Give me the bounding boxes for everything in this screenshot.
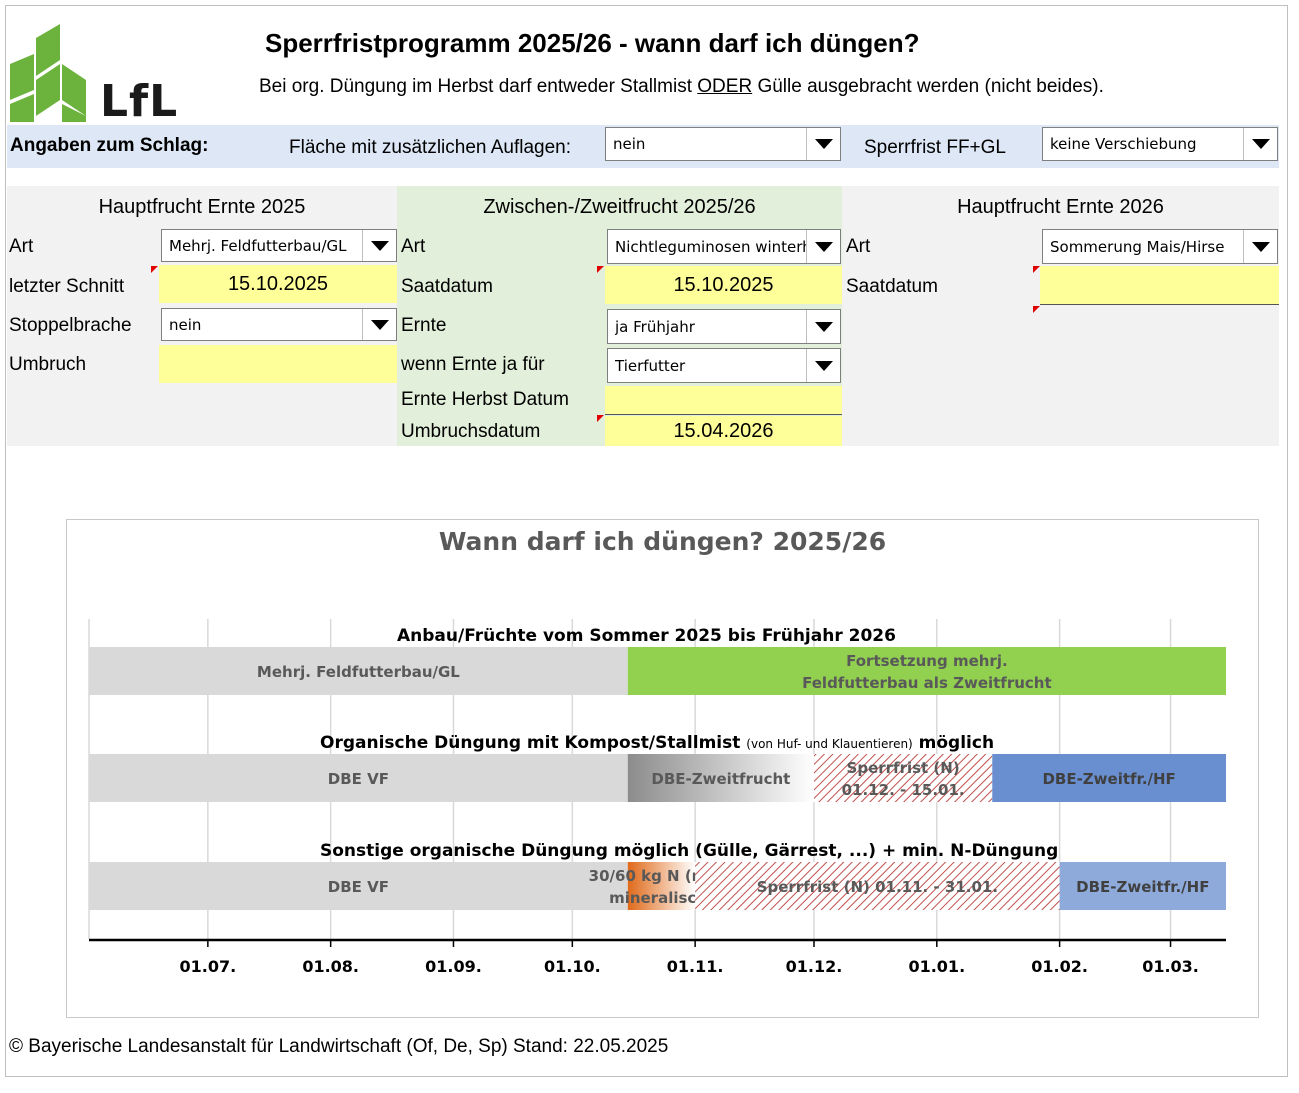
x-tick-label: 01.12. (786, 957, 843, 976)
chevron-down-icon[interactable] (806, 128, 840, 160)
angaben-label: Angaben zum Schlag: (10, 135, 209, 156)
art-zwischenfrucht-dropdown[interactable]: Nichtleguminosen winterh (607, 229, 841, 264)
timeline-segment (627, 647, 1226, 695)
comment-marker (597, 415, 604, 422)
segment-label: DBE-Zweitfr./HF (1076, 878, 1209, 896)
segment-label: DBE VF (328, 878, 389, 896)
sperrfrist-dropdown[interactable]: keine Verschiebung (1042, 127, 1278, 161)
wenn-ernte-label: wenn Ernte ja für (401, 354, 545, 375)
heading-hauptfrucht-2025: Hauptfrucht Ernte 2025 (98, 196, 306, 218)
heading-hauptfrucht-2026: Hauptfrucht Ernte 2026 (957, 196, 1164, 218)
art-hauptfrucht-2026-dropdown[interactable]: Sommerung Mais/Hirse (1042, 229, 1278, 264)
timeline-chart: Anbau/Früchte vom Sommer 2025 bis Frühja… (88, 619, 1226, 976)
timeline-segment (89, 862, 628, 910)
umbruch-field[interactable] (159, 345, 397, 383)
art-hauptfrucht-2025-dropdown[interactable]: Mehrj. Feldfutterbau/GL (161, 229, 397, 262)
comment-marker (1033, 266, 1040, 273)
comment-marker (1033, 306, 1040, 313)
segment-label: mineralisch) (609, 889, 714, 907)
flaeche-label: Fläche mit zusätzlichen Auflagen: (289, 137, 571, 158)
umbruchsdatum-field[interactable]: 15.04.2026 (605, 416, 842, 446)
chevron-down-icon[interactable] (1243, 230, 1277, 263)
timeline-segment (1059, 862, 1226, 910)
x-tick-label: 01.08. (302, 957, 359, 976)
segment-label: 01.12. - 15.01. (842, 781, 965, 799)
sheet-frame (5, 5, 1288, 1077)
x-tick-label: 01.10. (544, 957, 601, 976)
page-title: Sperrfristprogramm 2025/26 - wann darf i… (265, 28, 920, 58)
letzter-schnitt-label: letzter Schnitt (9, 276, 125, 297)
letzter-schnitt-field[interactable]: 15.10.2025 (159, 265, 397, 303)
timeline-segment (89, 754, 628, 802)
ernte-herbst-field[interactable] (605, 386, 842, 414)
art-label: Art (9, 236, 34, 257)
row-heading: Sonstige organische Düngung möglich (Gül… (320, 841, 1058, 861)
x-tick-label: 01.09. (425, 957, 482, 976)
timeline-segment (627, 754, 814, 802)
footer-copyright: © Bayerische Landesanstalt für Landwirts… (9, 1036, 669, 1057)
comment-marker (151, 266, 158, 273)
stoppelbrache-label: Stoppelbrache (9, 315, 132, 336)
chevron-down-icon[interactable] (1243, 128, 1277, 160)
ernte-dropdown[interactable]: ja Frühjahr (607, 309, 841, 344)
chevron-down-icon[interactable] (362, 230, 396, 261)
chart-title: Wann darf ich düngen? 2025/26 (438, 527, 887, 556)
logo-text: LfL (100, 76, 179, 127)
segment-label: DBE-Zweitfr./HF (1042, 770, 1175, 788)
chevron-down-icon[interactable] (806, 230, 840, 263)
cell-border (605, 414, 842, 415)
flaeche-dropdown[interactable]: nein (605, 127, 841, 161)
sperrfrist-label: Sperrfrist FF+GL (864, 137, 1006, 158)
ernte-label: Ernte (401, 315, 447, 336)
ernte-herbst-label: Ernte Herbst Datum (401, 389, 569, 410)
segment-label: Feldfutterbau als Zweitfrucht (802, 674, 1052, 692)
saatdatum-label: Saatdatum (846, 276, 938, 297)
segment-label: DBE-Zweitfrucht (651, 770, 790, 788)
timeline-segment (627, 862, 696, 910)
segment-label: Sperrfrist (N) (847, 759, 960, 777)
chevron-down-icon[interactable] (806, 349, 840, 382)
cell-border (1040, 304, 1279, 305)
segment-label: Mehrj. Feldfutterbau/GL (257, 663, 460, 681)
art-label: Art (846, 236, 871, 257)
lfl-logo-icon (10, 24, 86, 122)
heading-zwischenfrucht: Zwischen-/Zweitfrucht 2025/26 (483, 196, 756, 218)
segment-label: DBE VF (328, 770, 389, 788)
saatdatum-label: Saatdatum (401, 276, 493, 297)
stoppelbrache-dropdown[interactable]: nein (161, 308, 397, 341)
umbruch-label: Umbruch (9, 354, 87, 375)
x-tick-label: 01.02. (1031, 957, 1088, 976)
segment-label: Sperrfrist (N) 01.11. - 31.01. (757, 878, 998, 896)
chevron-down-icon[interactable] (362, 309, 396, 340)
x-tick-label: 01.11. (667, 957, 724, 976)
x-tick-label: 01.03. (1142, 957, 1199, 976)
timeline-segment (695, 862, 1060, 910)
chevron-down-icon[interactable] (806, 310, 840, 343)
timeline-segment (992, 754, 1226, 802)
timeline-segment (813, 754, 993, 802)
x-tick-label: 01.07. (180, 957, 237, 976)
x-tick-label: 01.01. (908, 957, 965, 976)
comment-marker (597, 266, 604, 273)
saatdatum-hauptfrucht-2026-field[interactable] (1040, 266, 1279, 304)
row-heading: Organische Düngung mit Kompost/Stallmist… (320, 733, 994, 753)
page-subtitle: Bei org. Düngung im Herbst darf entweder… (259, 76, 1104, 97)
saatdatum-zwischenfrucht-field[interactable]: 15.10.2025 (605, 266, 842, 304)
wenn-ernte-dropdown[interactable]: Tierfutter (607, 348, 841, 383)
segment-label: Fortsetzung mehrj. (846, 652, 1008, 670)
timeline-segment (89, 647, 628, 695)
art-label: Art (401, 236, 426, 257)
umbruchsdatum-label: Umbruchsdatum (401, 421, 541, 442)
row-heading: Anbau/Früchte vom Sommer 2025 bis Frühja… (397, 626, 896, 646)
panel-hauptfrucht-2026 (842, 186, 1279, 446)
